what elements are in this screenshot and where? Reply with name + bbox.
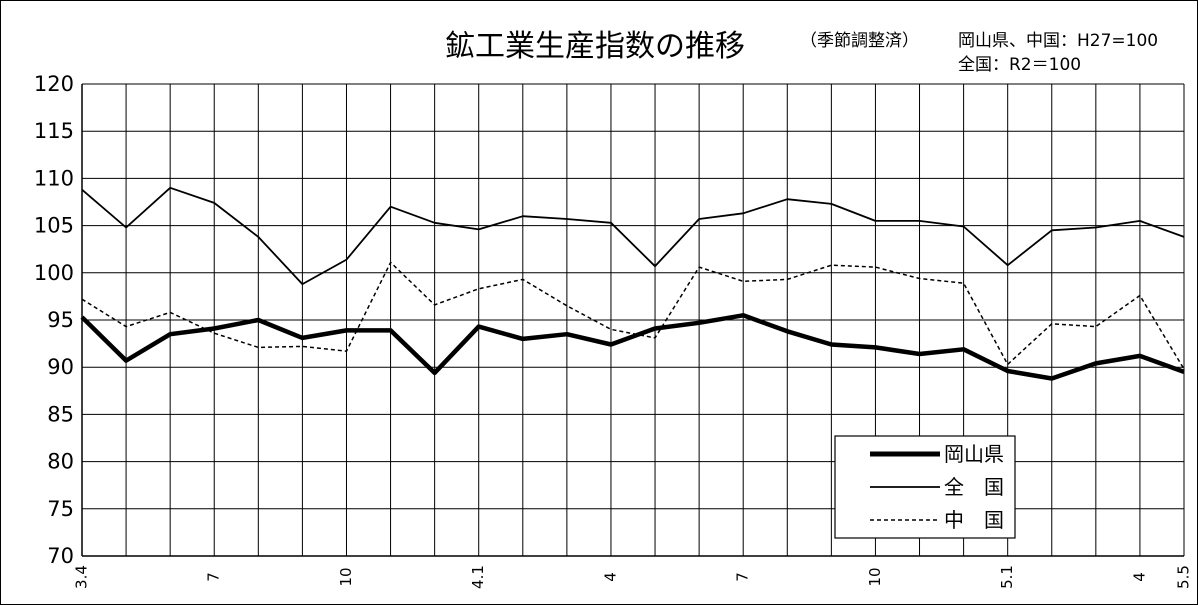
base-note-2: 全国：R2＝100 xyxy=(958,55,1081,75)
y-tick-label: 75 xyxy=(47,497,74,521)
x-tick-label: 10 xyxy=(337,567,355,586)
y-tick-label: 85 xyxy=(47,402,74,426)
x-axis: 3.4 7 10 4.1 4 7 10 5.1 4 5.5 xyxy=(73,565,1193,589)
base-note-1: 岡山県、中国：H27=100 xyxy=(958,31,1158,51)
legend-label-zenkoku: 全 国 xyxy=(944,475,1004,499)
x-tick-label: 7 xyxy=(734,572,752,582)
y-axis: 120 115 110 105 100 95 90 85 80 75 70 xyxy=(34,72,74,568)
x-tick-label: 5.5 xyxy=(1175,565,1193,589)
y-tick-label: 110 xyxy=(34,166,74,190)
series-line-okayama xyxy=(80,313,1185,381)
y-tick-label: 90 xyxy=(47,355,74,379)
x-tick-label: 4 xyxy=(601,572,619,582)
y-tick-label: 70 xyxy=(47,544,74,568)
x-tick-label: 3.4 xyxy=(73,565,91,589)
chart-title: 鉱工業生産指数の推移 xyxy=(445,29,745,64)
y-tick-label: 105 xyxy=(34,214,74,238)
y-tick-label: 115 xyxy=(34,119,74,143)
legend-label-okayama: 岡山県 xyxy=(944,442,1004,466)
series-line-zenkoku xyxy=(81,186,1185,286)
x-tick-label: 4.1 xyxy=(469,565,487,589)
x-tick-label: 4 xyxy=(1130,572,1148,582)
chart-subtitle: （季節調整済） xyxy=(800,31,919,51)
y-tick-label: 80 xyxy=(47,450,74,474)
x-tick-label: 5.1 xyxy=(998,565,1016,589)
series-line-chugoku xyxy=(81,261,1185,370)
legend: 岡山県 全 国 中 国 xyxy=(834,435,1016,539)
y-tick-label: 120 xyxy=(34,72,74,96)
x-tick-label: 10 xyxy=(866,567,884,586)
y-tick-label: 100 xyxy=(34,261,74,285)
series-lines xyxy=(80,186,1185,381)
x-tick-label: 7 xyxy=(205,572,223,582)
legend-label-chugoku: 中 国 xyxy=(944,508,1004,532)
y-tick-label: 95 xyxy=(47,308,74,332)
